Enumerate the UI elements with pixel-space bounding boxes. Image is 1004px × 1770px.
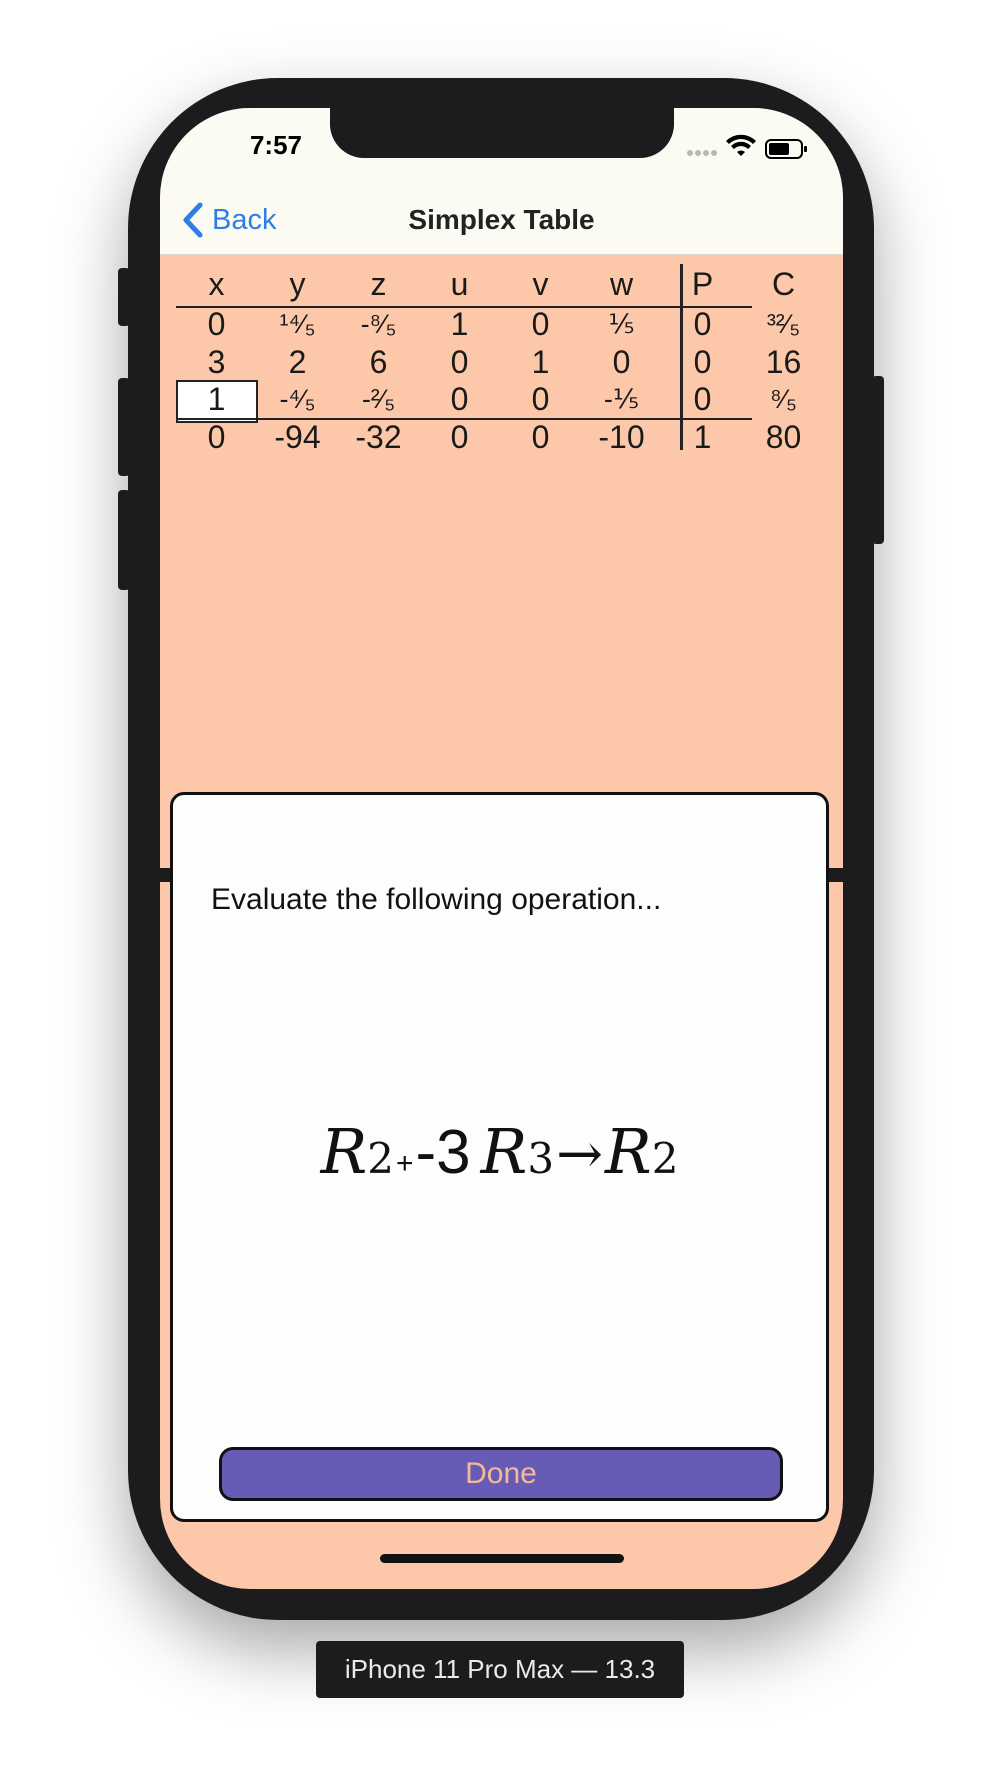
mute-switch xyxy=(118,268,130,326)
tableau-cell: -32 xyxy=(355,418,402,455)
tableau-cell: 0 xyxy=(207,418,226,455)
row-subscript: 3 xyxy=(527,1134,555,1183)
objective-divider xyxy=(176,418,752,420)
pivot-cell-highlight xyxy=(176,380,258,423)
tableau-cell: ⅕ xyxy=(608,309,635,339)
chevron-left-icon xyxy=(183,202,203,238)
tableau-cell: -⁴⁄₅ xyxy=(279,384,316,414)
column-header-c: C xyxy=(771,266,796,302)
row-coefficient: -3 xyxy=(415,1118,471,1187)
device-label: iPhone 11 Pro Max — 13.3 xyxy=(316,1641,684,1698)
arrow-icon: → xyxy=(556,1122,603,1187)
volume-up-button xyxy=(118,378,130,476)
tableau-cell: 0 xyxy=(450,418,469,455)
back-button[interactable]: Back xyxy=(182,200,276,240)
row-subscript: 2 xyxy=(367,1134,394,1183)
status-icons xyxy=(684,132,824,162)
column-header-w: w xyxy=(609,266,634,302)
wifi-icon xyxy=(726,134,756,156)
status-icons-graphic xyxy=(687,134,807,159)
row-symbol: R xyxy=(320,1115,368,1188)
column-header-u: u xyxy=(450,266,469,302)
tableau-cell: ¹⁴⁄₅ xyxy=(279,309,316,339)
tableau-cell: 80 xyxy=(765,418,802,455)
tableau-cell: 1 xyxy=(450,306,469,342)
tableau-cell: -10 xyxy=(598,418,645,455)
tableau-cell: 0 xyxy=(207,306,226,342)
tableau-cell[interactable]: 1 xyxy=(207,381,226,417)
tableau-cell: 0 xyxy=(693,343,712,380)
column-header-x: x xyxy=(208,266,225,302)
tableau-cell: 1 xyxy=(693,418,712,455)
tableau-cell: 1 xyxy=(531,343,550,380)
page-title: Simplex Table xyxy=(408,204,595,235)
column-header-z: z xyxy=(370,266,387,302)
cellular-signal-icon xyxy=(687,150,717,156)
screen: 7:57 Simplex Table xyxy=(160,108,843,1589)
tableau-cell: 0 xyxy=(693,306,712,342)
done-button[interactable]: Done xyxy=(219,1447,783,1501)
tableau-cell: 0 xyxy=(693,381,712,417)
tableau-cell: 0 xyxy=(612,343,631,380)
tableau-cell: 0 xyxy=(450,343,469,380)
header-divider xyxy=(176,306,752,308)
tableau-cell: 3 xyxy=(207,343,226,380)
plus-sign: + xyxy=(395,1147,414,1180)
dialog-prompt: Evaluate the following operation... xyxy=(211,883,662,916)
tableau-cell: ⁸⁄₅ xyxy=(770,384,797,414)
constant-column-divider xyxy=(680,264,683,450)
battery-icon xyxy=(765,139,807,159)
volume-down-button xyxy=(118,490,130,590)
row-symbol: R xyxy=(605,1115,652,1188)
status-time: 7:57 xyxy=(249,130,303,160)
tableau-cell: -⁸⁄₅ xyxy=(360,309,397,339)
tableau-cell: 16 xyxy=(765,343,802,380)
row-subscript: 2 xyxy=(651,1134,679,1183)
home-indicator[interactable] xyxy=(380,1554,624,1563)
tableau-cell: -⅕ xyxy=(603,384,640,414)
row-symbol: R xyxy=(480,1115,528,1188)
tableau-cell: 0 xyxy=(531,381,550,417)
tableau-cell: ³²⁄₅ xyxy=(766,309,801,339)
tableau-cell: 0 xyxy=(531,418,550,455)
right-frame-edge xyxy=(829,868,843,882)
tableau-cell: 0 xyxy=(450,381,469,417)
tableau-cell: 0 xyxy=(531,306,550,342)
column-header-v: v xyxy=(532,266,549,302)
column-header-y: y xyxy=(289,266,306,302)
tableau-cell: 2 xyxy=(288,343,307,380)
tableau-cell: -²⁄₅ xyxy=(361,384,396,414)
tableau-cell: -94 xyxy=(274,418,321,455)
simplex-tableau: x y z u v w P C 0 ¹⁴⁄₅ -⁸⁄₅ 1 0 ⅕ 0 ³²⁄₅ 3 2 6 0 1 0 0 16 1 -⁴⁄₅ -… xyxy=(176,264,826,594)
power-button xyxy=(872,376,884,544)
notch xyxy=(330,108,674,158)
tableau-cell: 6 xyxy=(369,343,388,380)
column-header-p: P xyxy=(691,266,714,302)
back-label: Back xyxy=(212,203,277,236)
